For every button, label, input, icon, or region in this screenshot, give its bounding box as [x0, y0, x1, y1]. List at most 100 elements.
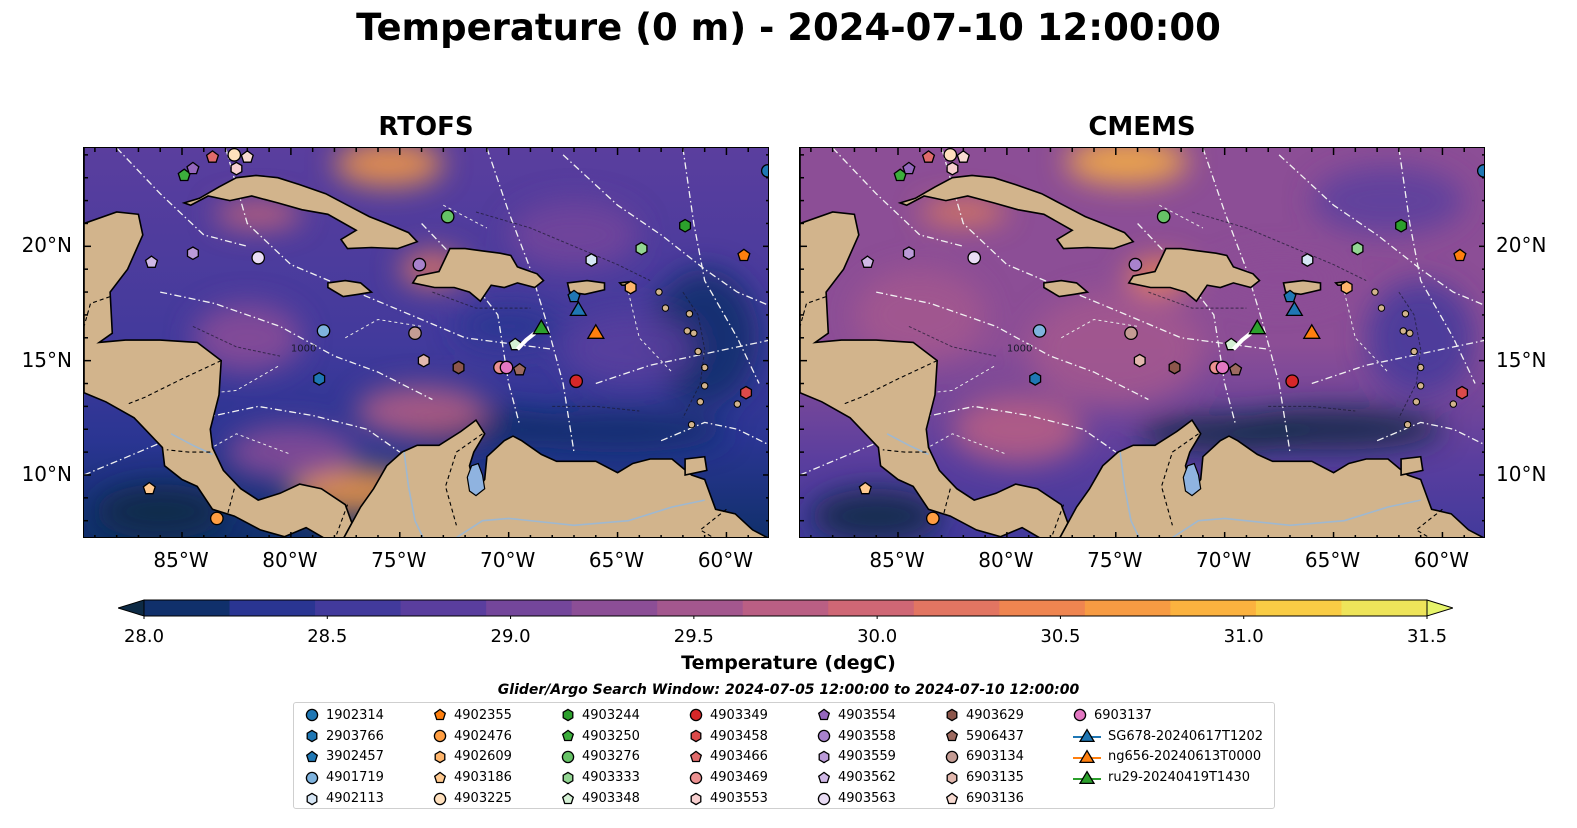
colorbar-tick-label: 31.0 [1223, 626, 1264, 647]
map-canvas-cmems: 1000 [800, 148, 1484, 537]
island [1406, 329, 1414, 337]
legend-label: 1902314 [326, 707, 384, 723]
legend-item: 5906437 [944, 726, 1024, 747]
temperature-patch [810, 488, 942, 537]
legend-label: 2903766 [326, 728, 384, 744]
legend-item: 2903766 [304, 726, 384, 747]
eez-line [116, 148, 248, 247]
glider-SG678-20240617T1202 [1285, 300, 1304, 317]
pentagon-marker-icon [433, 771, 447, 783]
eez-line [1311, 339, 1484, 385]
temperature-patch [563, 312, 694, 386]
temperature-patch [454, 303, 564, 350]
legend-marker [433, 708, 447, 721]
legend-label: 3902457 [326, 749, 384, 765]
temperature-patch [1028, 292, 1203, 407]
hexagon-marker-icon [818, 750, 830, 764]
island [1449, 400, 1458, 408]
argo-floats [142, 148, 768, 526]
lat-tick-label-left: 15°N [21, 347, 72, 372]
colorbar-segment [999, 600, 1086, 616]
circle-marker-icon [305, 709, 319, 722]
circle-marker-icon [305, 771, 319, 785]
lon-tick-label: 75°W [371, 548, 427, 572]
legend-label: 4902355 [454, 707, 512, 723]
land-hispaniola [411, 247, 545, 303]
legend-label: 4903225 [454, 791, 512, 807]
lon-tick-label: 80°W [978, 548, 1034, 572]
eez-line [832, 148, 964, 247]
float-4903553 [946, 161, 959, 176]
border-line [227, 488, 235, 514]
float-4903276 [1156, 209, 1171, 224]
border-line [127, 360, 222, 405]
border-line [882, 449, 927, 453]
colorbar-segment [828, 600, 915, 616]
circle-marker-icon [689, 709, 703, 722]
legend-item: 6903136 [944, 788, 1024, 809]
legend-item: 4903244 [560, 705, 640, 726]
float-6903137 [499, 360, 514, 375]
eez-line [486, 148, 575, 453]
float-4903553 [230, 161, 243, 176]
float-4903349 [1285, 374, 1300, 389]
float-4903458 [1456, 385, 1469, 400]
legend-marker [1078, 749, 1096, 764]
lon-tick-label: 70°W [1196, 548, 1252, 572]
legend-label: 4902113 [326, 791, 384, 807]
float-4901719 [316, 324, 331, 338]
colorbar-segment [1255, 600, 1342, 616]
eez-line [876, 291, 1149, 401]
land-puertoRico [1282, 279, 1322, 296]
lat-tick-label-left: 20°N [21, 233, 72, 258]
legend-label: 4903333 [582, 770, 640, 786]
float-4902113 [1301, 253, 1314, 267]
circle-marker-icon [817, 792, 831, 805]
legend-label: 4903276 [582, 749, 640, 765]
legend-label: 4901719 [326, 770, 384, 786]
contour-label: 1000 [1007, 344, 1032, 355]
border-line [1160, 433, 1199, 526]
float-5906437 [512, 362, 527, 376]
circle-marker-icon [561, 750, 575, 764]
float-4903562 [860, 255, 875, 268]
colorbar-tick-label: 31.5 [1406, 626, 1448, 647]
colorbar-tick-label: 29.0 [490, 626, 531, 647]
legend-label: ng656-20240613T0000 [1108, 749, 1262, 765]
legend-marker [433, 792, 447, 805]
contour-line [682, 291, 706, 419]
legend-marker [690, 792, 702, 805]
lake-maracaibo [1182, 462, 1202, 497]
map-panel-rtofs[interactable]: 1000 [83, 147, 769, 538]
land-cuba [897, 174, 1135, 250]
land-southAmerica [1059, 418, 1484, 537]
contour-line [1191, 211, 1367, 282]
border-line [166, 449, 211, 453]
legend-label: 4903458 [710, 728, 768, 744]
float-4902609 [624, 280, 637, 295]
float-4903225 [943, 148, 958, 162]
boundary-line [1061, 318, 1138, 339]
float-4903558 [1128, 257, 1143, 272]
glider-track [515, 331, 537, 351]
legend-marker [945, 792, 959, 804]
eez-boundaries [800, 148, 1484, 476]
map-panel-cmems[interactable]: 1000 [799, 147, 1485, 538]
eez-line [562, 154, 768, 306]
colorbar-frame [143, 599, 1428, 617]
boundary-line [443, 204, 488, 229]
colorbar-tick-label: 29.5 [673, 626, 714, 647]
float-6903136 [240, 150, 254, 163]
float-4903225 [227, 148, 242, 162]
temperature-patches [810, 148, 1476, 537]
land [800, 148, 1484, 537]
hexagon-marker-icon [434, 750, 446, 764]
float-4902609 [1340, 280, 1353, 295]
eez-line [84, 442, 161, 476]
float-3902457 [1283, 289, 1297, 303]
pentagon-marker-icon [561, 729, 575, 742]
eez-line [1376, 421, 1484, 446]
temperature-patch [1311, 166, 1465, 235]
eez-line [203, 405, 401, 453]
legend-label: 4903244 [582, 707, 640, 723]
